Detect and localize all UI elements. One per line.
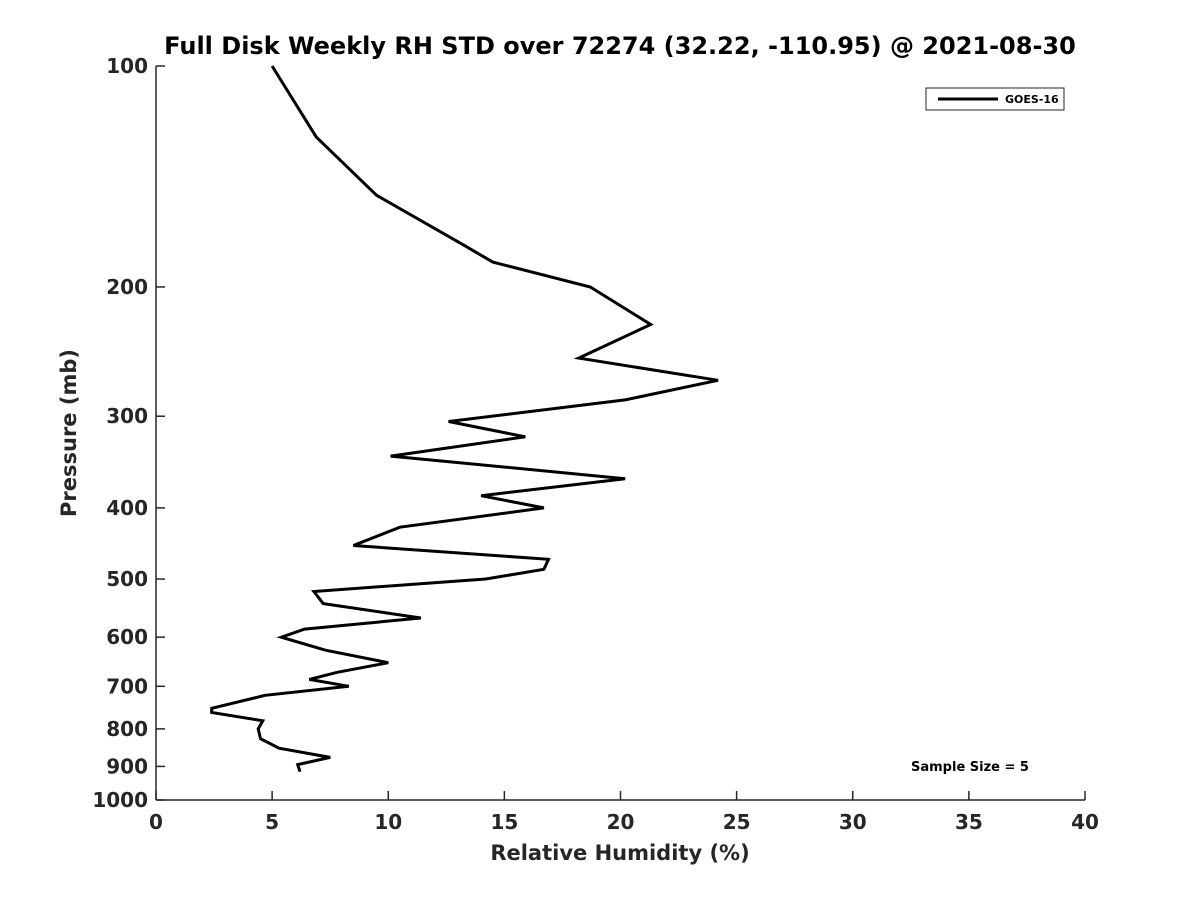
y-tick-label: 700 xyxy=(106,674,148,698)
y-tick-label: 900 xyxy=(106,754,148,778)
y-tick-label: 1000 xyxy=(92,788,148,812)
sample-size-annotation: Sample Size = 5 xyxy=(911,760,1029,775)
x-tick-label: 10 xyxy=(374,810,402,834)
y-tick-label: 300 xyxy=(106,404,148,428)
legend-label: GOES-16 xyxy=(1005,93,1059,106)
x-tick-label: 15 xyxy=(490,810,518,834)
x-tick-label: 0 xyxy=(149,810,163,834)
y-axis-label: Pressure (mb) xyxy=(57,349,81,517)
x-tick-label: 20 xyxy=(607,810,635,834)
series-layer xyxy=(210,65,719,773)
x-tick-label: 35 xyxy=(955,810,983,834)
y-tick-label: 200 xyxy=(106,275,148,299)
y-tick-label: 100 xyxy=(106,54,148,78)
series-line-goes-16 xyxy=(210,65,719,773)
y-tick-label: 500 xyxy=(106,567,148,591)
y-ticks: 100 200 300 400 500 600 700 800 900 1000 xyxy=(92,54,165,812)
x-tick-label: 25 xyxy=(723,810,751,834)
legend: GOES-16 xyxy=(925,87,1065,111)
x-ticks: 0 5 10 15 20 25 30 35 40 xyxy=(149,791,1099,834)
x-tick-label: 5 xyxy=(265,810,279,834)
chart-title: Full Disk Weekly RH STD over 72274 (32.2… xyxy=(164,32,1076,60)
x-axis-label: Relative Humidity (%) xyxy=(490,841,749,865)
axes xyxy=(155,66,1085,801)
y-tick-label: 800 xyxy=(106,717,148,741)
x-tick-label: 40 xyxy=(1071,810,1099,834)
x-tick-label: 30 xyxy=(839,810,867,834)
y-tick-label: 600 xyxy=(106,625,148,649)
y-tick-label: 400 xyxy=(106,496,148,520)
